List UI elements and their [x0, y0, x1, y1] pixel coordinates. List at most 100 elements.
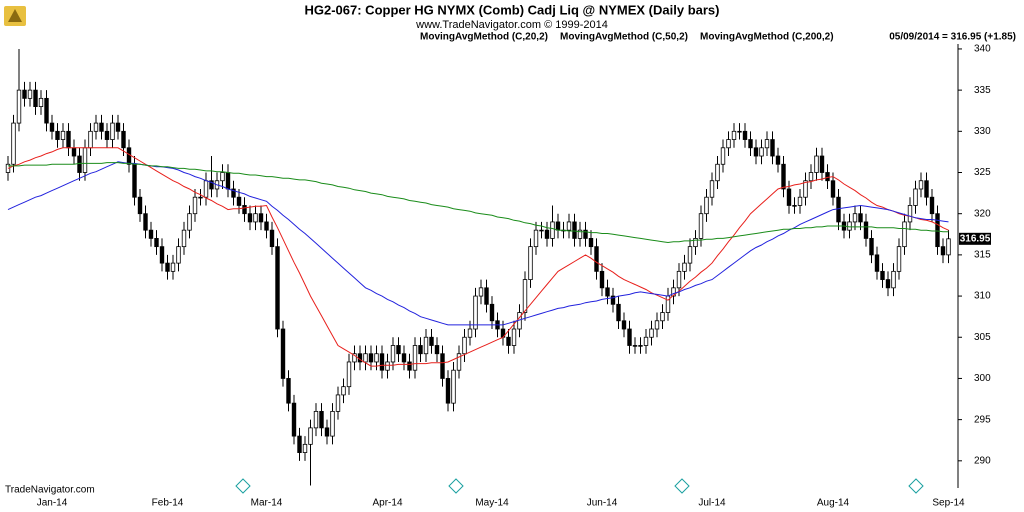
last-price-note: 05/09/2014 = 316.95 (+1.85)	[889, 32, 1016, 43]
candle-body	[588, 238, 594, 248]
candle-body	[775, 155, 781, 165]
candle-body	[902, 221, 907, 248]
candle-body	[456, 353, 462, 371]
candle-body	[434, 345, 440, 355]
candle-body	[121, 130, 126, 149]
candle-body	[698, 213, 704, 239]
y-tick-label: 290	[974, 455, 991, 466]
candle-body	[918, 180, 924, 190]
event-icons	[235, 478, 924, 494]
candle-body	[709, 180, 715, 198]
candle-body	[544, 229, 550, 239]
candle-body	[643, 336, 649, 346]
candle-body	[187, 213, 192, 231]
candle-body	[82, 147, 88, 173]
x-tick-label: Mar-14	[251, 498, 283, 509]
candle-body	[291, 402, 297, 437]
candle-body	[38, 97, 44, 108]
candle-body	[170, 262, 176, 272]
candle-body	[330, 410, 335, 437]
candle-body	[863, 221, 869, 239]
candle-body	[110, 122, 115, 140]
candle-body	[940, 246, 946, 256]
candle-body	[528, 246, 533, 280]
candle-body	[693, 238, 698, 248]
y-tick-label: 315	[974, 250, 991, 261]
candle-body	[302, 443, 308, 453]
candle-body	[660, 312, 665, 322]
candle-body	[412, 345, 418, 371]
candle-body	[280, 328, 286, 379]
candle-body	[66, 130, 71, 149]
candle-body	[275, 246, 280, 330]
candle-body	[803, 180, 808, 198]
candle-body	[137, 196, 143, 215]
candle-body	[440, 353, 445, 379]
candle-body	[687, 246, 693, 264]
candle-body	[236, 196, 242, 206]
candle-body	[209, 180, 214, 190]
candle-body	[880, 270, 885, 280]
candle-body	[407, 361, 412, 371]
candle-body	[159, 246, 165, 264]
candle-body	[341, 386, 346, 396]
candle-body	[946, 238, 951, 256]
candle-body	[77, 155, 82, 173]
candle-body	[770, 139, 775, 157]
candle-body	[797, 196, 803, 206]
candle-body	[423, 336, 429, 355]
candle-body	[286, 378, 291, 404]
candle-body	[489, 303, 495, 322]
candle-body	[16, 89, 22, 124]
legend-entry: MovingAvgMethod (C,20,2)	[420, 32, 548, 43]
candle-body	[572, 221, 577, 239]
logo	[4, 6, 26, 26]
candle-body	[924, 180, 929, 198]
candle-body	[374, 353, 379, 363]
candle-body	[55, 130, 60, 140]
candle-body	[176, 246, 181, 264]
candle-body	[704, 196, 709, 215]
candles	[5, 48, 951, 486]
candle-body	[533, 229, 539, 248]
candle-body	[577, 229, 583, 239]
candle-body	[885, 279, 891, 289]
candle-body	[335, 394, 341, 412]
candle-body	[445, 378, 451, 404]
candle-body	[649, 328, 654, 338]
candle-body	[748, 139, 753, 149]
candle-body	[71, 147, 77, 157]
candle-body	[165, 262, 170, 272]
y-tick-label: 300	[974, 373, 991, 384]
candle-body	[781, 163, 786, 190]
candle-body	[27, 89, 33, 99]
y-tick-label: 320	[974, 208, 991, 219]
candle-body	[247, 213, 253, 223]
candle-body	[242, 205, 247, 215]
candle-body	[858, 213, 863, 223]
candle-body	[297, 435, 302, 453]
candle-body	[555, 221, 561, 231]
candle-body	[192, 196, 198, 215]
candle-body	[742, 130, 748, 140]
candle-body	[627, 328, 632, 346]
candle-body	[616, 303, 621, 322]
candle-body	[467, 328, 473, 338]
candle-body	[830, 180, 836, 198]
candle-body	[550, 221, 555, 239]
candle-body	[231, 188, 236, 198]
candle-body	[258, 213, 264, 223]
y-tick-label: 325	[974, 167, 991, 178]
candle-body	[22, 89, 27, 99]
candle-body	[253, 213, 258, 223]
candle-body	[814, 155, 819, 173]
candle-body	[115, 122, 121, 132]
watermark: TradeNavigator.com	[5, 485, 95, 496]
chart-title: HG2-067: Copper HG NYMX (Comb) Cadj Liq …	[304, 2, 719, 17]
candle-body	[11, 122, 16, 165]
candle-body	[913, 188, 918, 206]
candle-body	[726, 139, 731, 149]
candle-body	[198, 196, 203, 199]
last-price-box	[959, 232, 991, 245]
